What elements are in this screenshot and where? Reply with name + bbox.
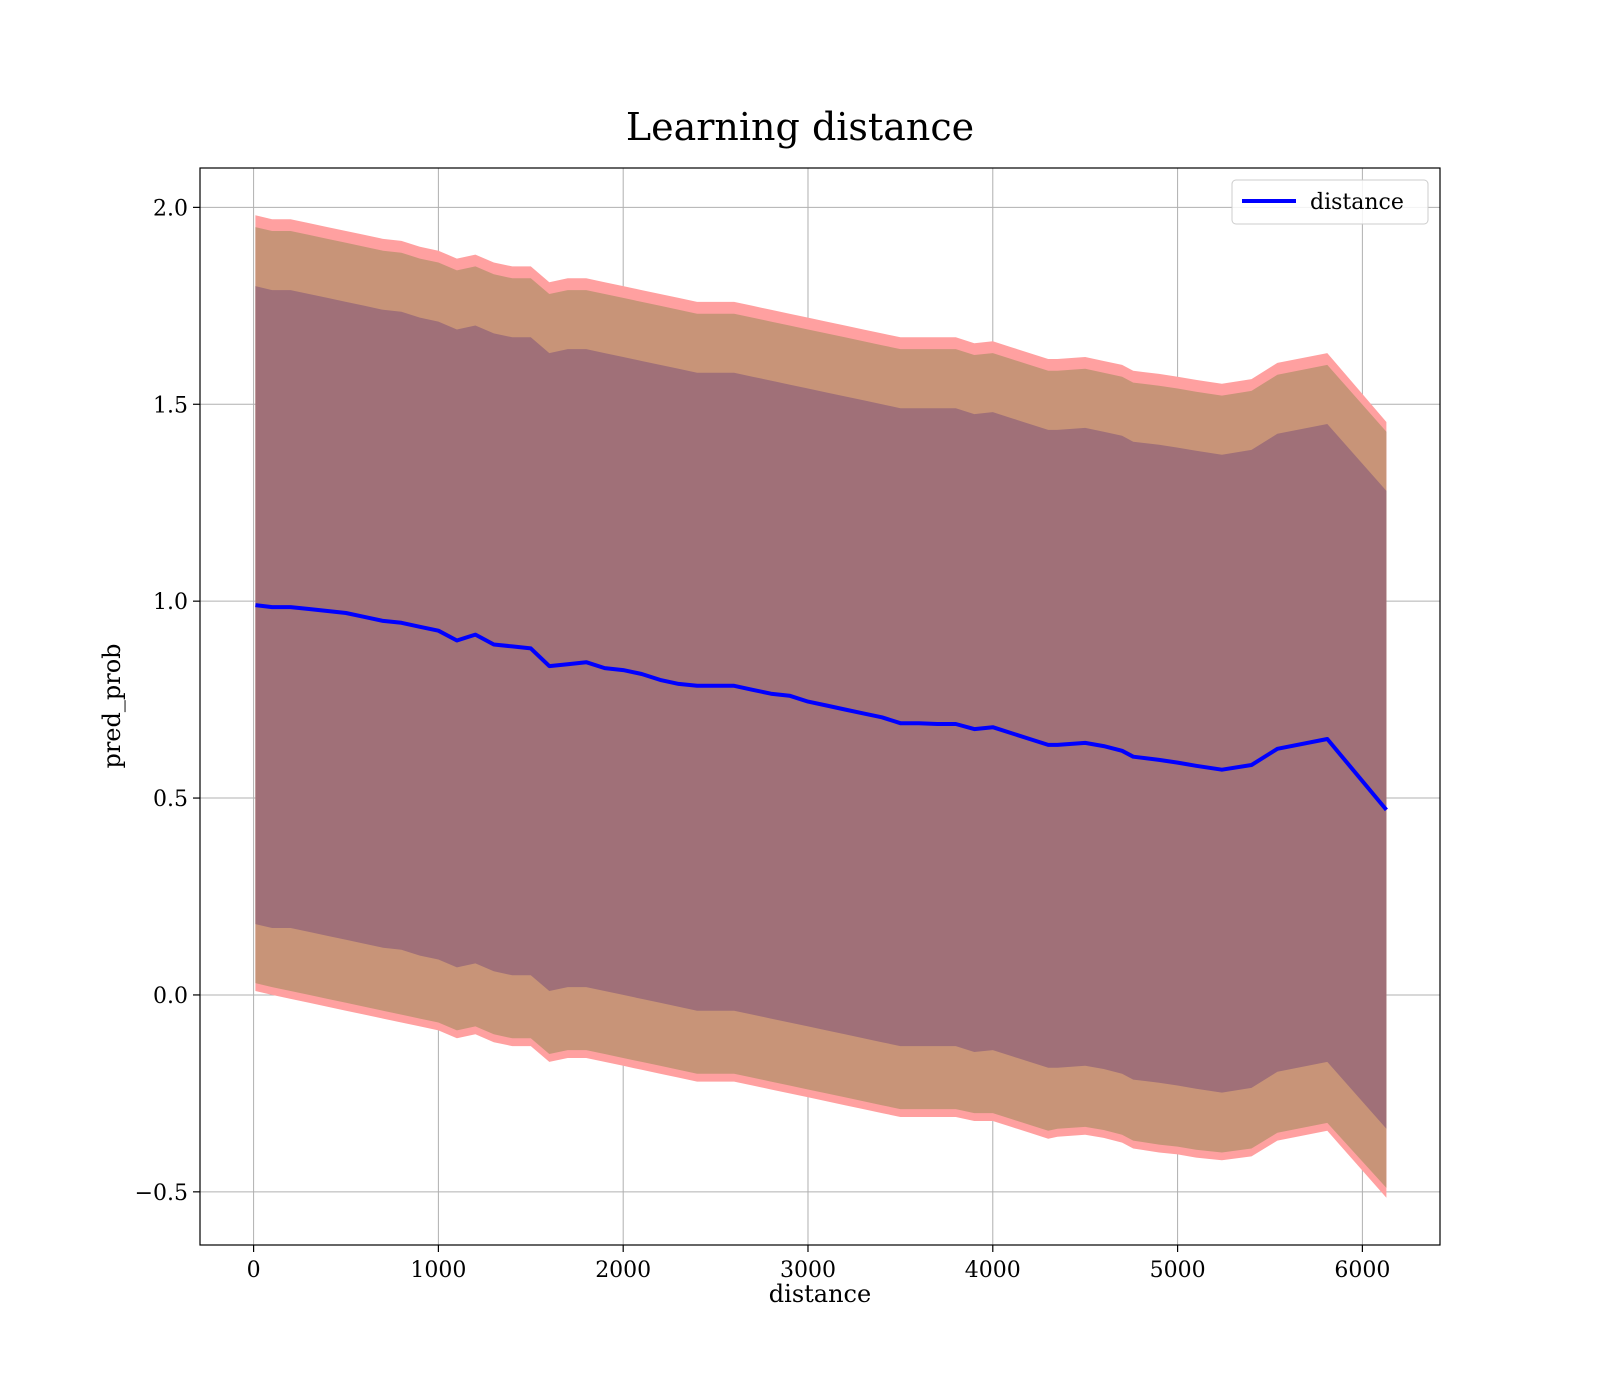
confidence-bands: [255, 215, 1387, 1198]
y-tick-label: −0.5: [135, 1181, 188, 1206]
y-tick-label: 0.0: [153, 984, 188, 1009]
x-axis-ticks: 0 1000 2000 3000 4000 5000 6000: [247, 1245, 1390, 1283]
x-tick-label: 6000: [1334, 1258, 1390, 1283]
x-tick-label: 3000: [780, 1258, 836, 1283]
x-axis-label: distance: [769, 1280, 871, 1308]
y-tick-label: 1.5: [153, 393, 188, 418]
band-inner: [255, 286, 1387, 1129]
series-line-distance: [255, 603, 1388, 812]
y-tick-label: 1.0: [153, 590, 188, 615]
x-tick-label: 5000: [1150, 1258, 1206, 1283]
y-tick-label: 0.5: [153, 787, 188, 812]
y-axis-ticks: −0.5 0.0 0.5 1.0 1.5 2.0: [135, 196, 200, 1206]
x-tick-label: 1000: [410, 1258, 466, 1283]
chart-title: Learning distance: [626, 105, 974, 149]
data-lines: [255, 603, 1388, 812]
y-tick-label: 2.0: [153, 196, 188, 221]
y-axis-label: pred_prob: [98, 643, 126, 768]
x-tick-label: 2000: [595, 1258, 651, 1283]
x-tick-label: 4000: [965, 1258, 1021, 1283]
legend-box: [1231, 179, 1429, 225]
plot-frame: [199, 167, 1441, 1246]
x-tick-label: 0: [247, 1258, 261, 1283]
legend: distance: [1231, 179, 1429, 225]
legend-label: distance: [1310, 190, 1404, 215]
